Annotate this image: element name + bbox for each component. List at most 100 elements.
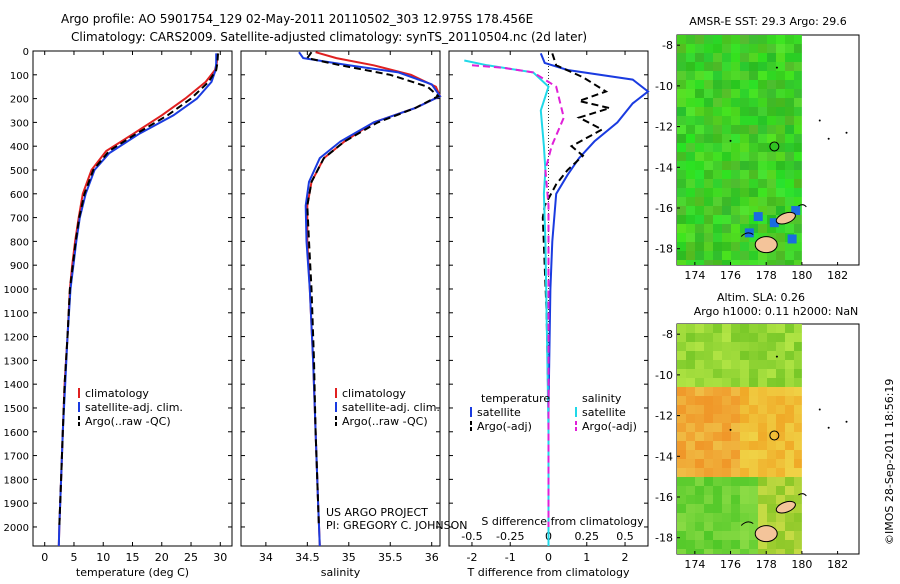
map-cell — [740, 107, 749, 116]
map-cell — [767, 152, 776, 161]
map-cell — [686, 197, 695, 206]
map-cell — [704, 414, 713, 423]
map-cell — [758, 80, 767, 89]
map-cell — [749, 495, 758, 504]
map-cell — [749, 188, 758, 197]
map-cell — [686, 80, 695, 89]
x-tick-label: 36 — [425, 551, 439, 564]
map-cell — [695, 116, 704, 125]
x-tick-label: 2 — [622, 551, 629, 564]
map-cell — [704, 450, 713, 459]
map-cell — [713, 351, 722, 360]
map-cell — [794, 188, 802, 197]
map-cell — [785, 143, 794, 152]
map-cell — [749, 378, 758, 387]
map-cell — [785, 188, 794, 197]
map-cell — [722, 116, 731, 125]
map-cell — [695, 495, 704, 504]
map-cell — [695, 71, 704, 80]
map-cell — [776, 44, 785, 53]
map-cell — [749, 98, 758, 107]
map-cell — [695, 80, 704, 89]
map-cell — [704, 215, 713, 224]
map-cell — [785, 333, 794, 342]
map-cell-cool — [753, 212, 763, 222]
map-cell — [749, 53, 758, 62]
map-cell — [686, 134, 695, 143]
map-cell — [713, 35, 722, 44]
map-cell — [695, 143, 704, 152]
map-cell — [695, 414, 704, 423]
y-tick-label: 1400 — [4, 380, 29, 391]
map-cell — [731, 387, 740, 396]
map-cell — [794, 396, 802, 405]
map-cell — [758, 486, 767, 495]
map-cell — [794, 143, 802, 152]
map-cell — [704, 468, 713, 477]
map-cell — [722, 432, 731, 441]
map-cell — [740, 468, 749, 477]
map-cell — [776, 188, 785, 197]
map-cell — [794, 324, 802, 333]
map-cell — [722, 143, 731, 152]
map-cell — [758, 459, 767, 468]
map-cell — [776, 540, 785, 549]
map-cell — [758, 477, 767, 486]
map-cell — [686, 152, 695, 161]
map-cell — [677, 233, 686, 242]
map-cell — [794, 504, 802, 513]
map-cell — [794, 215, 802, 224]
map-cell — [749, 170, 758, 179]
map-cell — [749, 549, 758, 554]
small-island — [775, 355, 778, 358]
map-cell — [767, 125, 776, 134]
map-cell — [749, 351, 758, 360]
map-cell — [704, 540, 713, 549]
profile-location-marker — [769, 141, 780, 152]
map-cell — [731, 152, 740, 161]
map-cell — [740, 152, 749, 161]
map-cell — [704, 98, 713, 107]
map-cell — [758, 468, 767, 477]
map-cell — [767, 35, 776, 44]
map-cell — [704, 378, 713, 387]
map-cell — [677, 351, 686, 360]
y-tick-label: 800 — [10, 237, 29, 248]
map-cell — [767, 486, 776, 495]
map-cell — [695, 423, 704, 432]
map-cell — [704, 549, 713, 554]
x-tick-label: 182 — [827, 269, 848, 282]
map-cell — [686, 378, 695, 387]
map-cell — [794, 459, 802, 468]
map-cell — [713, 504, 722, 513]
map-cell — [695, 206, 704, 215]
map-cell — [704, 369, 713, 378]
map-cell — [686, 53, 695, 62]
map-cell — [695, 531, 704, 540]
map-cell — [686, 549, 695, 554]
map-cell — [686, 486, 695, 495]
map-cell — [749, 215, 758, 224]
map-cell — [794, 369, 802, 378]
map-cell — [785, 35, 794, 44]
map-cell — [794, 513, 802, 522]
map-cell — [677, 387, 686, 396]
map-cell — [785, 441, 794, 450]
legend-label: climatology — [85, 387, 149, 400]
map-cell — [686, 360, 695, 369]
map-cell — [758, 351, 767, 360]
map-cell — [686, 98, 695, 107]
map-cell — [695, 125, 704, 134]
map-cell — [749, 116, 758, 125]
map-cell — [785, 80, 794, 89]
map-cell — [695, 134, 704, 143]
map-cell — [785, 459, 794, 468]
map-cell — [713, 80, 722, 89]
map-cell — [767, 414, 776, 423]
map-cell — [695, 396, 704, 405]
map-cell — [767, 351, 776, 360]
x-axis-label: T difference from climatology — [467, 566, 630, 579]
map-cell — [776, 324, 785, 333]
map-cell — [722, 441, 731, 450]
map-cell — [731, 197, 740, 206]
